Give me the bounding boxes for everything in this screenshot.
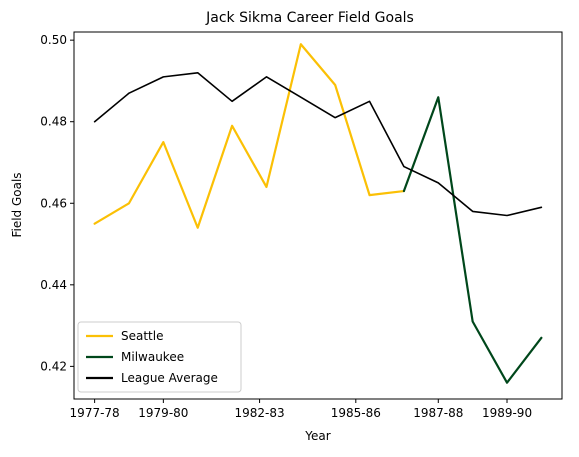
legend: Seattle Milwaukee League Average bbox=[77, 321, 242, 393]
x-tick-label: 1982-83 bbox=[235, 406, 285, 420]
legend-label-milwaukee: Milwaukee bbox=[121, 350, 184, 364]
series-line-milwaukee bbox=[402, 96, 543, 384]
series-line-seattle bbox=[93, 43, 406, 229]
series-line-league-average bbox=[93, 71, 543, 217]
axes-layer: 0.42 0.44 0.46 0.48 0.50 1977-78 1979-80 1982-8… bbox=[40, 31, 563, 420]
legend-box bbox=[77, 321, 242, 393]
y-tick-label: 0.44 bbox=[40, 278, 67, 292]
x-tick-label: 1987-88 bbox=[413, 406, 463, 420]
legend-label-seattle: Seattle bbox=[121, 329, 163, 343]
chart-title: Jack Sikma Career Field Goals bbox=[205, 10, 414, 26]
y-axis-label: Field Goals bbox=[10, 172, 24, 237]
x-tick-label: 1977-78 bbox=[70, 406, 120, 420]
x-axis-label: Year bbox=[304, 429, 330, 443]
y-tick-label: 0.42 bbox=[40, 359, 67, 373]
series-layer bbox=[93, 43, 543, 384]
x-tick-label: 1979-80 bbox=[138, 406, 188, 420]
y-tick-label: 0.50 bbox=[40, 33, 67, 47]
x-tick-label: 1985-86 bbox=[331, 406, 381, 420]
y-tick-label: 0.46 bbox=[40, 196, 67, 210]
plot-frame bbox=[73, 31, 563, 400]
y-tick-label: 0.48 bbox=[40, 115, 67, 129]
x-tick-label: 1989-90 bbox=[482, 406, 532, 420]
legend-label-league-average: League Average bbox=[121, 371, 218, 385]
